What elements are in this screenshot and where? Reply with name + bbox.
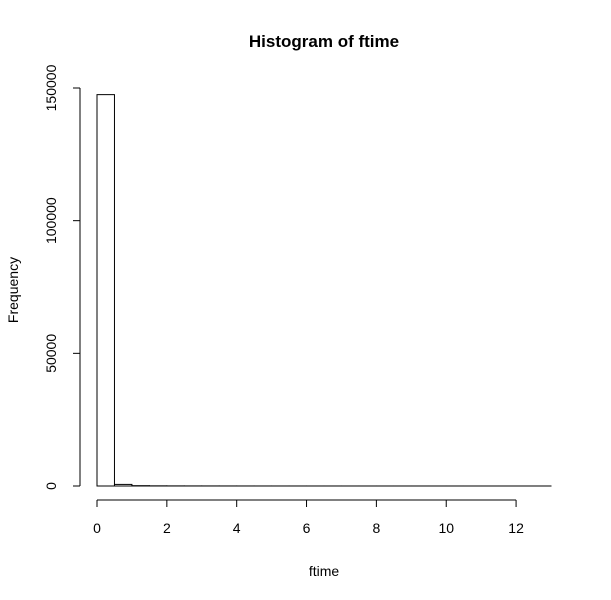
y-tick-label-3: 150000 — [43, 64, 59, 111]
x-axis-label: ftime — [309, 563, 340, 579]
x-tick-label-5: 10 — [438, 520, 454, 536]
histogram-bar-0 — [96, 94, 115, 487]
x-tick-label-6: 12 — [508, 520, 524, 536]
chart-title: Histogram of ftime — [249, 32, 399, 51]
x-tick-label-2: 4 — [233, 520, 241, 536]
y-tick-label-0: 0 — [43, 482, 59, 490]
x-tick-label-3: 6 — [303, 520, 311, 536]
y-tick-label-2: 100000 — [43, 197, 59, 244]
y-tick-label-1: 50000 — [43, 334, 59, 373]
x-tick-label-0: 0 — [93, 520, 101, 536]
histogram-bars — [96, 94, 552, 487]
y-axis: 0 50000 100000 150000 — [43, 64, 81, 490]
histogram-bar-1 — [113, 483, 133, 487]
x-axis: 0 2 4 6 8 10 12 — [93, 499, 524, 536]
x-tick-label-1: 2 — [163, 520, 171, 536]
y-axis-label: Frequency — [5, 257, 21, 323]
x-tick-label-4: 8 — [372, 520, 380, 536]
